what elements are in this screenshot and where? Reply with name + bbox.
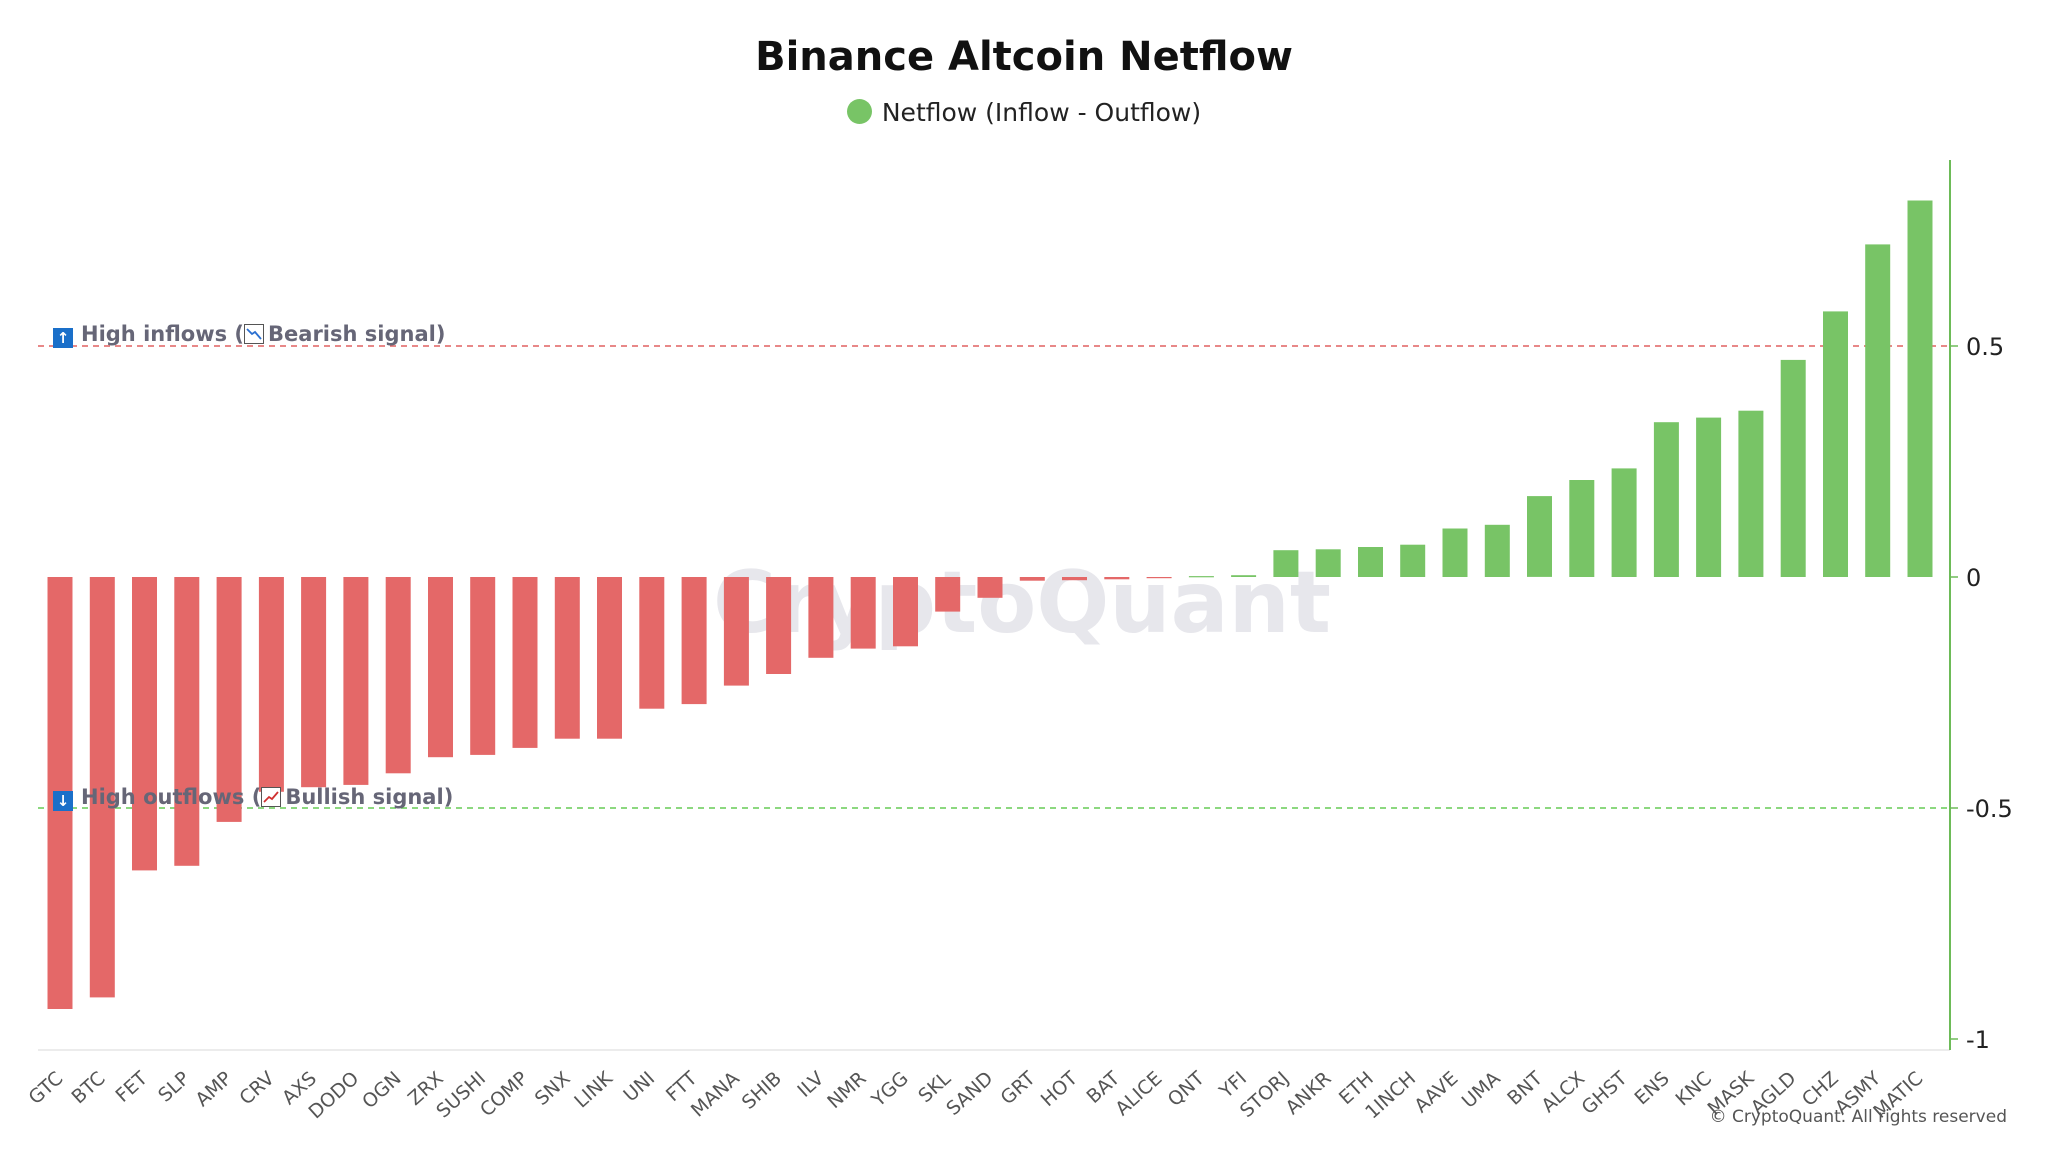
down-arrow-icon: ↓ — [53, 791, 73, 811]
x-tick-label: SUSHI — [432, 1067, 490, 1122]
bar-link[interactable] — [597, 577, 622, 739]
bar-nmr[interactable] — [850, 577, 876, 649]
x-tick-label: SNX — [531, 1067, 575, 1110]
bar-sushi[interactable] — [470, 577, 496, 755]
bar-storj[interactable] — [1273, 550, 1299, 577]
bar-slp[interactable] — [174, 577, 200, 866]
x-tick-label: GHST — [1578, 1067, 1632, 1119]
bar-zrx[interactable] — [428, 577, 453, 758]
bar-agld[interactable] — [1780, 359, 1806, 577]
x-tick-label: FET — [111, 1067, 152, 1107]
x-tick-label: ALCX — [1537, 1067, 1589, 1117]
bar-mana[interactable] — [723, 577, 749, 686]
x-tick-label: UMA — [1458, 1067, 1505, 1112]
bar-uni[interactable] — [639, 577, 665, 709]
x-tick-label: YGG — [867, 1067, 913, 1111]
bar-alcx[interactable] — [1569, 480, 1595, 577]
x-tick-label: STORJ — [1236, 1067, 1293, 1122]
x-tick-label: CRV — [235, 1067, 278, 1109]
x-tick-label: AAVE — [1410, 1067, 1462, 1117]
bar-ygg[interactable] — [893, 577, 918, 647]
x-tick-label: ENS — [1631, 1067, 1674, 1109]
high-outflows-label: High outflows — [81, 785, 245, 809]
bar-knc[interactable] — [1696, 417, 1722, 577]
bar-sand[interactable] — [977, 577, 1003, 598]
x-tick-label: UNI — [619, 1067, 659, 1106]
y-tick-label: -1 — [1966, 1026, 1990, 1054]
bullish-signal-label: Bullish signal — [285, 785, 444, 809]
copyright-notice: © CryptoQuant. All rights reserved — [1709, 1107, 2007, 1127]
bar-aave[interactable] — [1442, 528, 1468, 578]
bar-yfi[interactable] — [1231, 575, 1257, 577]
x-tick-label: GRT — [997, 1067, 1040, 1109]
x-tick-label: SAND — [942, 1067, 997, 1120]
y-tick-label: 0.5 — [1966, 333, 2004, 361]
x-tick-label: SLP — [154, 1067, 194, 1106]
chart-title: Binance Altcoin Netflow — [755, 34, 1293, 80]
up-arrow-icon: ↑ — [53, 328, 73, 348]
chart-increasing-icon — [261, 787, 282, 807]
high-inflows-annotation: ↑ High inflows (Bearish signal) — [53, 322, 445, 348]
x-tick-label: SHIB — [738, 1067, 786, 1113]
bar-axs[interactable] — [301, 577, 327, 788]
bar-amp[interactable] — [216, 577, 242, 822]
x-tick-label: NMR — [823, 1067, 870, 1113]
bar-hot[interactable] — [1062, 577, 1087, 581]
x-tick-label: COMP — [476, 1067, 532, 1121]
x-tick-label: QNT — [1164, 1067, 1209, 1111]
watermark: CryptoQuant — [713, 553, 1331, 653]
bar-crv[interactable] — [258, 577, 284, 792]
chart-decreasing-icon — [244, 324, 265, 344]
bar-shib[interactable] — [766, 577, 792, 674]
bar-ghst[interactable] — [1611, 468, 1637, 577]
bar-qnt[interactable] — [1188, 576, 1214, 578]
x-tick-label: BTC — [68, 1067, 110, 1108]
high-outflows-annotation: ↓ High outflows (Bullish signal) — [53, 785, 453, 811]
high-inflows-label: High inflows — [81, 322, 228, 346]
bar-matic[interactable] — [1907, 200, 1933, 578]
y-tick-label: 0 — [1966, 564, 1981, 592]
x-tick-label: HOT — [1037, 1067, 1082, 1111]
bar-ftt[interactable] — [681, 577, 707, 705]
bar-bnt[interactable] — [1527, 496, 1552, 577]
x-tick-label: OGN — [358, 1067, 405, 1113]
y-tick-label: -0.5 — [1966, 795, 2013, 823]
legend[interactable]: Netflow (Inflow - Outflow) — [0, 98, 2048, 127]
bar-ens[interactable] — [1653, 422, 1679, 577]
bar-ogn[interactable] — [385, 577, 411, 774]
bar-grt[interactable] — [1019, 577, 1045, 581]
bar-alice[interactable] — [1146, 577, 1172, 579]
bar-uma[interactable] — [1484, 524, 1510, 577]
x-tick-label: LINK — [570, 1067, 617, 1112]
bar-ankr[interactable] — [1315, 549, 1341, 577]
x-tick-label: ALICE — [1111, 1067, 1166, 1120]
bar-ilv[interactable] — [808, 577, 834, 658]
x-tick-label: MANA — [687, 1067, 744, 1121]
bar-mask[interactable] — [1738, 410, 1764, 577]
bearish-signal-label: Bearish signal — [268, 322, 436, 346]
x-tick-label: AMP — [191, 1067, 236, 1111]
bar-eth[interactable] — [1358, 547, 1383, 577]
bar-fet[interactable] — [132, 577, 157, 871]
x-tick-label: GTC — [25, 1067, 68, 1109]
bar-1inch[interactable] — [1400, 544, 1426, 577]
bar-snx[interactable] — [554, 577, 580, 739]
bar-asmy[interactable] — [1865, 244, 1891, 577]
bar-dodo[interactable] — [343, 577, 369, 785]
legend-label: Netflow (Inflow - Outflow) — [881, 98, 1202, 127]
x-tick-label: ANKR — [1282, 1067, 1336, 1119]
bar-btc[interactable] — [89, 577, 115, 998]
legend-marker — [846, 99, 872, 124]
bar-skl[interactable] — [935, 577, 961, 612]
bar-chz[interactable] — [1823, 311, 1848, 577]
bar-comp[interactable] — [512, 577, 538, 748]
bar-bat[interactable] — [1104, 577, 1130, 580]
